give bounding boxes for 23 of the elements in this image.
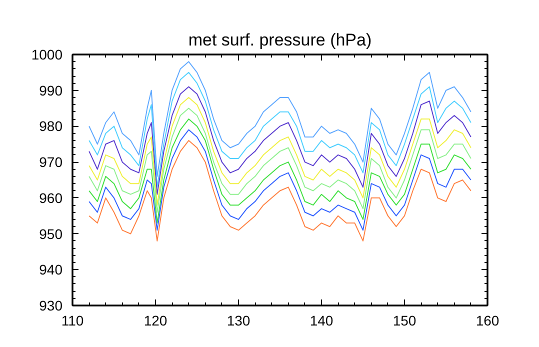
- y-tick-label: 960: [39, 190, 63, 206]
- line-series: [88, 86, 472, 195]
- x-tick-label: 160: [476, 312, 500, 328]
- line-series: [88, 129, 472, 231]
- line-series: [88, 118, 472, 224]
- line-series: [88, 108, 472, 213]
- x-tick-label: 150: [392, 312, 416, 328]
- x-tick-label: 110: [61, 312, 84, 328]
- line-series: [88, 72, 472, 188]
- line-series: [88, 140, 472, 242]
- y-tick-label: 930: [39, 298, 63, 314]
- y-tick-label: 940: [39, 262, 63, 278]
- chart-title: met surf. pressure (hPa): [188, 30, 372, 50]
- y-tick-label: 950: [39, 226, 63, 242]
- y-tick-label: 980: [39, 118, 63, 134]
- x-tick-label: 130: [226, 312, 250, 328]
- y-tick-label: 1000: [31, 46, 63, 62]
- x-tick-label: 140: [310, 312, 334, 328]
- line-series: [88, 61, 472, 177]
- y-tick-label: 970: [39, 154, 63, 170]
- line-series: [88, 97, 472, 206]
- x-tick-label: 120: [144, 312, 168, 328]
- y-tick-label: 990: [39, 82, 63, 98]
